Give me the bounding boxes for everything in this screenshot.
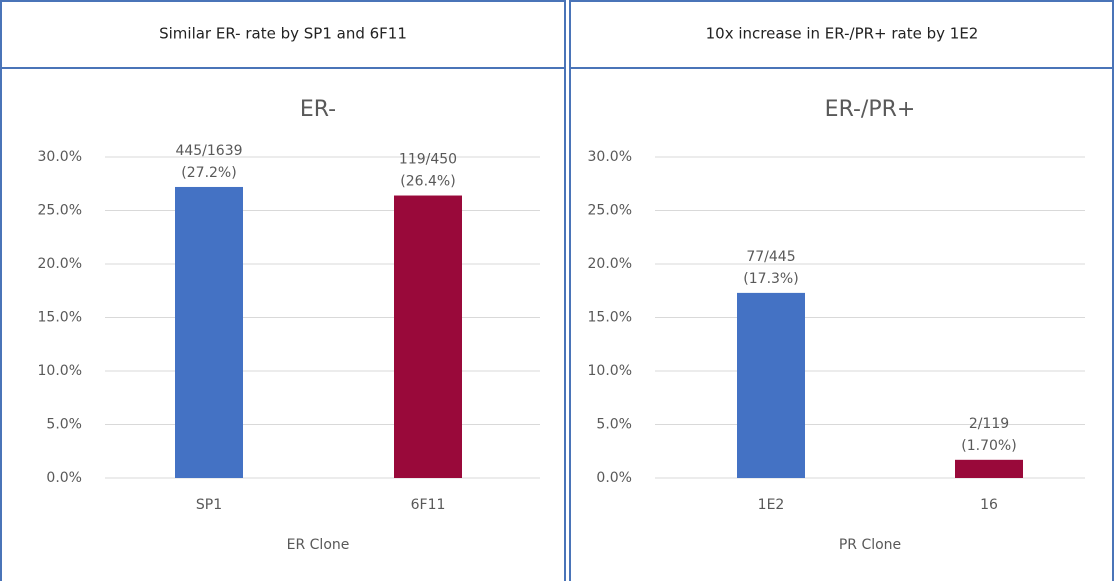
data-label: 77/445 — [746, 249, 795, 265]
data-label: 2/119 — [969, 416, 1009, 432]
x-tick-label: 16 — [980, 497, 998, 513]
y-tick-label: 30.0% — [588, 149, 632, 165]
y-tick-label: 5.0% — [596, 417, 632, 433]
y-tick-label: 20.0% — [38, 256, 82, 272]
x-axis-title: ER Clone — [287, 537, 350, 553]
data-label: 445/1639 — [175, 143, 242, 159]
x-axis-title: PR Clone — [839, 537, 901, 553]
panel-heading: Similar ER- rate by SP1 and 6F11 — [159, 25, 407, 43]
data-label: (27.2%) — [181, 165, 236, 181]
panel-heading: 10x increase in ER-/PR+ rate by 1E2 — [706, 25, 979, 43]
y-tick-label: 15.0% — [38, 310, 82, 326]
y-tick-label: 0.0% — [46, 470, 82, 486]
panel-frame — [569, 0, 1114, 581]
y-tick-label: 20.0% — [588, 256, 632, 272]
chart-title: ER- — [300, 97, 336, 122]
bar — [737, 292, 805, 478]
y-tick-label: 30.0% — [38, 149, 82, 165]
bar — [175, 186, 243, 478]
y-tick-label: 0.0% — [596, 470, 632, 486]
data-label: (26.4%) — [400, 174, 455, 190]
data-label: (17.3%) — [743, 271, 798, 287]
y-tick-label: 10.0% — [588, 363, 632, 379]
x-tick-label: SP1 — [196, 497, 222, 513]
x-tick-label: 6F11 — [411, 497, 446, 513]
y-tick-label: 15.0% — [588, 310, 632, 326]
y-tick-label: 5.0% — [46, 417, 82, 433]
y-tick-label: 25.0% — [588, 203, 632, 219]
chart-title: ER-/PR+ — [825, 97, 916, 122]
x-tick-label: 1E2 — [758, 497, 785, 513]
data-label: (1.70%) — [961, 438, 1016, 454]
bar — [955, 459, 1023, 478]
data-label: 119/450 — [399, 152, 457, 168]
bar — [394, 195, 462, 478]
panel-frame — [0, 0, 566, 581]
y-tick-label: 25.0% — [38, 203, 82, 219]
y-tick-label: 10.0% — [38, 363, 82, 379]
